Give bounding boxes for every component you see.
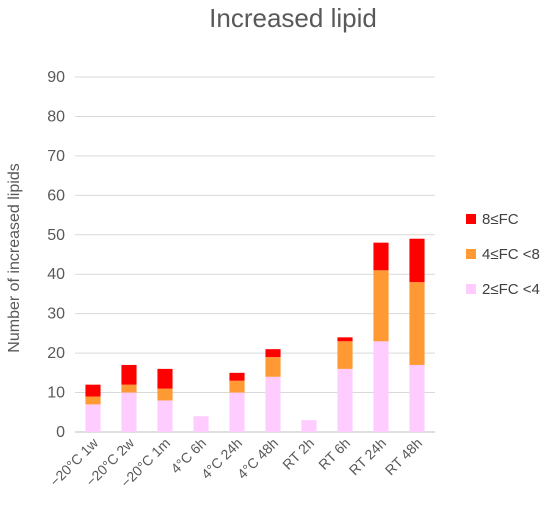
legend-swatch bbox=[466, 284, 476, 294]
bar-segment bbox=[121, 364, 137, 385]
legend-label: 2≤FC <4 bbox=[482, 281, 540, 298]
bar-segment bbox=[85, 384, 101, 397]
x-tick-label: 4°C 48h bbox=[234, 435, 281, 482]
bar-segment bbox=[229, 372, 245, 381]
x-tick-label: RT 24h bbox=[346, 435, 389, 478]
x-tick-label: RT 2h bbox=[279, 435, 317, 473]
bar-segment bbox=[337, 368, 353, 432]
bar-layer bbox=[85, 238, 425, 432]
bar-segment bbox=[157, 388, 173, 401]
bar-segment bbox=[229, 380, 245, 393]
x-tick-labels: −20°C 1w−20°C 2w−20°C 1m4°C 6h4°C 24h4°C… bbox=[46, 434, 425, 490]
bar-segment bbox=[373, 270, 389, 342]
y-tick-label: 10 bbox=[47, 385, 65, 402]
legend-swatch bbox=[466, 249, 476, 259]
bar-segment bbox=[121, 392, 137, 432]
bar-segment bbox=[409, 364, 425, 432]
bar-segment bbox=[265, 357, 281, 377]
bar-segment bbox=[337, 337, 353, 342]
x-tick-label: RT 48h bbox=[382, 435, 425, 478]
legend-label: 4≤FC <8 bbox=[482, 246, 540, 263]
bar-segment bbox=[409, 282, 425, 365]
bar-segment bbox=[265, 349, 281, 358]
y-tick-label: 80 bbox=[47, 108, 65, 125]
bar-segment bbox=[157, 400, 173, 432]
bar-segment bbox=[85, 404, 101, 432]
bar-segment bbox=[121, 384, 137, 393]
y-tick-labels: 0 10 20 30 40 50 60 70 80 90 bbox=[47, 69, 65, 441]
bar-segment bbox=[265, 376, 281, 432]
y-tick-label: 40 bbox=[47, 266, 65, 283]
y-tick-label: 70 bbox=[47, 148, 65, 165]
bar-segment bbox=[337, 341, 353, 369]
chart-title: Increased lipid bbox=[209, 3, 377, 33]
bar-segment bbox=[409, 238, 425, 283]
bar-segment bbox=[157, 368, 173, 389]
bar-segment bbox=[193, 416, 209, 432]
bar-segment bbox=[373, 341, 389, 432]
y-tick-label: 20 bbox=[47, 345, 65, 362]
legend: 8≤FC 4≤FC <8 2≤FC <4 bbox=[466, 211, 540, 298]
y-tick-label: 50 bbox=[47, 227, 65, 244]
bar-segment bbox=[85, 396, 101, 405]
bar-segment bbox=[229, 392, 245, 432]
y-tick-label: 60 bbox=[47, 187, 65, 204]
legend-swatch bbox=[466, 214, 476, 224]
y-axis-label: Number of increased lipids bbox=[6, 163, 23, 352]
bar-segment bbox=[301, 420, 317, 432]
y-tick-label: 0 bbox=[56, 424, 65, 441]
y-tick-label: 90 bbox=[47, 69, 65, 86]
legend-label: 8≤FC bbox=[482, 211, 519, 228]
y-tick-label: 30 bbox=[47, 306, 65, 323]
bar-segment bbox=[373, 242, 389, 271]
